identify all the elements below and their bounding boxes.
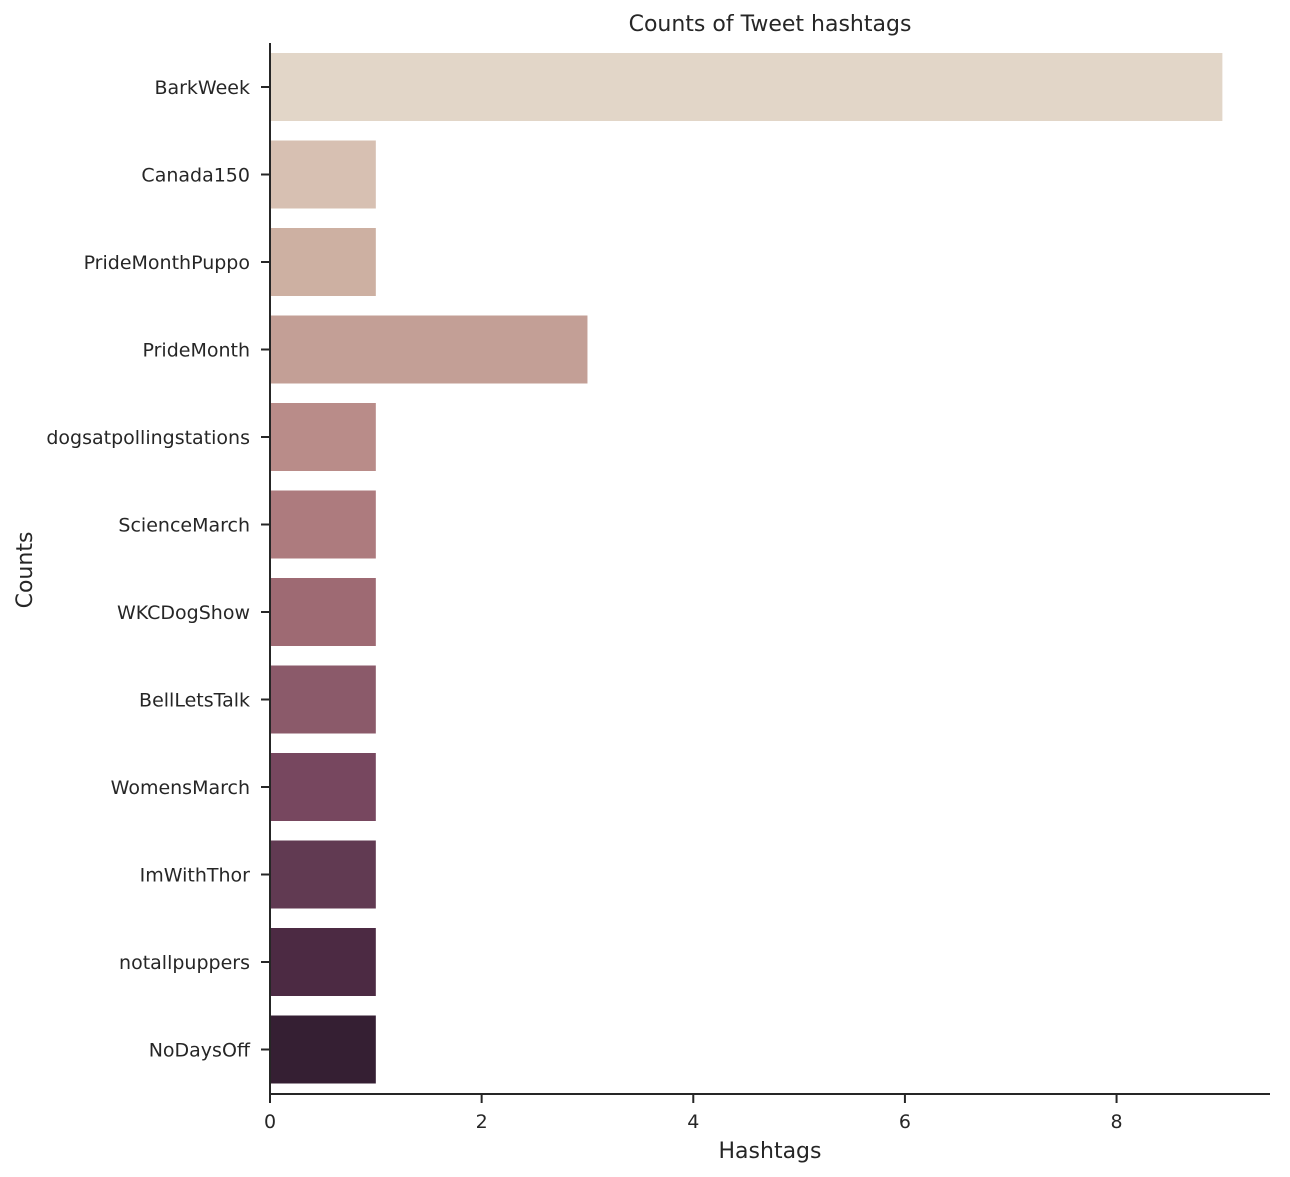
- bar-Canada150: [270, 140, 376, 209]
- bar-ImWithThor: [270, 840, 376, 909]
- y-tick-label: ImWithThor: [140, 865, 251, 887]
- y-axis-label: Counts: [13, 532, 38, 609]
- y-tick-label: WomensMarch: [111, 777, 250, 799]
- y-tick-label: PrideMonth: [142, 340, 250, 362]
- bar-WKCDogShow: [270, 578, 376, 646]
- y-tick-label: NoDaysOff: [149, 1040, 251, 1062]
- bars-layer: [270, 53, 1223, 1084]
- x-axis-label: Hashtags: [719, 1139, 822, 1164]
- bar-PrideMonth: [270, 315, 588, 384]
- x-tick-label: 8: [1111, 1111, 1123, 1133]
- bar-PrideMonthPuppo: [270, 228, 376, 296]
- y-axis-ticks: BarkWeek Canada150 PrideMonthPuppo PrideMon…: [46, 77, 270, 1062]
- y-tick-label: BarkWeek: [154, 77, 250, 99]
- bar-BellLetsTalk: [270, 665, 376, 734]
- bar-NoDaysOff: [270, 1015, 376, 1084]
- y-tick-label: PrideMonthPuppo: [84, 252, 250, 274]
- y-tick-label: notallpuppers: [119, 952, 250, 974]
- y-tick-label: Canada150: [141, 165, 250, 187]
- x-tick-label: 6: [899, 1111, 911, 1133]
- bar-ScienceMarch: [270, 490, 376, 559]
- x-tick-label: 4: [687, 1111, 699, 1133]
- y-tick-label: BellLetsTalk: [139, 690, 250, 712]
- y-tick-label: ScienceMarch: [118, 515, 250, 537]
- bar-notallpuppers: [270, 928, 376, 996]
- bar-BarkWeek: [270, 53, 1223, 121]
- chart-title: Counts of Tweet hashtags: [629, 12, 912, 37]
- y-tick-label: dogsatpollingstations: [46, 427, 250, 449]
- bar-dogsatpollingstations: [270, 403, 376, 471]
- bar-WomensMarch: [270, 753, 376, 821]
- x-axis-ticks: 0 2 4 6 8: [264, 1094, 1123, 1133]
- y-tick-label: WKCDogShow: [117, 602, 250, 624]
- x-tick-label: 0: [264, 1111, 276, 1133]
- x-tick-label: 2: [476, 1111, 488, 1133]
